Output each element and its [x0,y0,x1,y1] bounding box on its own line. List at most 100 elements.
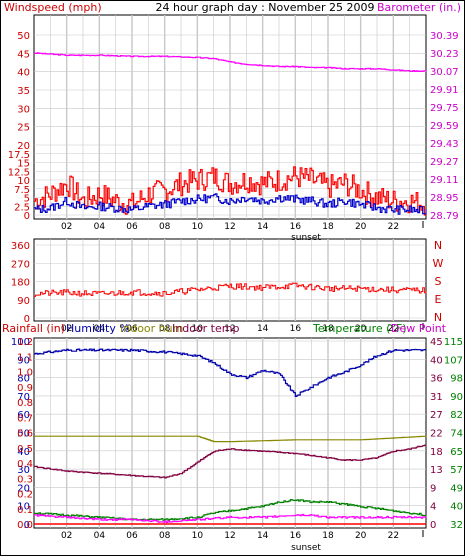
humidity-tick: 50 [17,429,30,440]
rain-tick: 0.0 [17,520,33,531]
windspeed-tick: 2.5 [14,202,30,213]
legend-indoor-hum: Indoor hum [120,322,183,335]
direction-tick: 90 [17,296,30,307]
x-tick-label: 02 [61,324,72,334]
compass-tick: N [434,311,442,324]
temp-f-tick: 40 [450,502,463,513]
rain-tick: 0.5 [17,444,33,455]
windspeed-tick: 0 [24,211,30,222]
windspeed-tick: 45 [17,49,30,60]
barometer-tick: 29.59 [430,121,459,132]
windspeed-tick: 10 [17,176,30,187]
rain-tick: 0.1 [17,505,33,516]
temp-f-tick: 65 [450,447,463,458]
temp-f-tick: 98 [450,374,463,385]
page-title: 24 hour graph day : November 25 2009 [155,1,374,14]
humidity-tick: 100 [11,337,30,348]
humidity-tick: 90 [17,355,30,366]
windspeed-tick: 17.5 [8,150,30,161]
legend-indoor-temp: Indoor temp [172,322,239,335]
x-tick-label: 02 [61,531,72,541]
sunset-label-bottom: sunset [291,543,321,553]
barometer-tick: 29.27 [430,157,459,168]
x-tick-label: 10 [192,324,204,334]
legend-dew-point: Dew Point [391,322,447,335]
windspeed-tick: 5 [24,194,30,205]
temp-f-tick: 115 [444,337,463,348]
temp-c-tick: 36 [430,374,443,385]
windspeed-tick: 12.5 [8,167,30,178]
barometer-tick: 30.07 [430,67,459,78]
x-tick-label: 12 [224,531,235,541]
rain-tick: 0.9 [17,383,33,394]
rain-tick: 1.2 [17,337,33,348]
barometer-tick: 29.11 [430,175,459,186]
x-tick-label: 08 [159,324,171,334]
x-tick-label: 20 [355,324,367,334]
series-barometer-line [34,52,427,72]
humidity-tick: 70 [17,392,30,403]
legend-rainfall: Rainfall (in) [2,322,65,335]
legend-humidity: Humidity % [66,322,130,335]
rain-tick: 1.1 [17,352,33,363]
compass-tick: S [435,275,442,288]
temp-c-tick: 27 [430,410,443,421]
x-tick-label: 10 [192,531,204,541]
x-tick-label: 20 [355,222,367,232]
barometer-tick: 30.39 [430,31,459,42]
temp-c-tick: 45 [430,337,443,348]
x-tick-label: 06 [126,531,138,541]
x-tick-label: 14 [257,531,269,541]
direction-tick: 360 [11,241,30,252]
x-tick-label: 22 [388,531,399,541]
x-tick-label: 12 [224,324,235,334]
series-wind-direction-line [34,282,427,297]
x-tick-label: 16 [290,531,302,541]
humidity-tick: 40 [17,447,30,458]
x-tick-label: 04 [94,222,106,232]
x-tick-label: 22 [388,222,399,232]
x-tick-label: 18 [322,531,334,541]
series-windspeed-line [34,166,427,216]
x-tick-label: 20 [355,531,367,541]
x-tick-label: 04 [94,324,106,334]
temp-f-tick: 74 [450,429,463,440]
temp-f-tick: 82 [450,410,463,421]
compass-tick: N [434,239,442,252]
windspeed-tick: 35 [17,86,30,97]
barometer-tick: 29.91 [430,85,459,96]
x-tick-label: 18 [322,324,334,334]
x-tick-label: 18 [322,222,334,232]
temp-f-tick: 32 [450,520,463,531]
barometer-axis-title: Barometer (in.) [377,1,461,14]
windspeed-tick: 25 [17,123,30,134]
x-tick-label: 22 [388,324,399,334]
temp-c-tick: 22 [430,429,443,440]
compass-tick: W [433,257,444,270]
humidity-tick: 0 [24,520,30,531]
temp-c-tick: 13 [430,465,443,476]
series-indoor-temp-line [34,444,427,479]
humidity-tick: 30 [17,465,30,476]
humidity-tick: 10 [17,502,30,513]
x-tick-label: 08 [159,531,171,541]
humidity-tick: 80 [17,374,30,385]
temp-c-tick: 31 [430,392,443,403]
windspeed-tick: 7.5 [14,185,30,196]
rain-tick: 0.3 [17,474,33,485]
temp-f-tick: 90 [450,392,463,403]
rain-tick: 0.7 [17,413,33,424]
series-humidity-line [34,348,427,397]
x-tick-label: 16 [290,222,302,232]
series-dew-point-line [34,513,427,524]
x-tick-label: 08 [159,222,171,232]
temp-c-tick: 0 [430,520,436,531]
x-tick-label: 06 [126,324,138,334]
temp-f-tick: 107 [444,355,463,366]
temp-c-tick: 4 [430,502,436,513]
legend-temperature: Temperature (°F) [312,322,407,335]
rain-tick: 0.2 [17,490,33,501]
